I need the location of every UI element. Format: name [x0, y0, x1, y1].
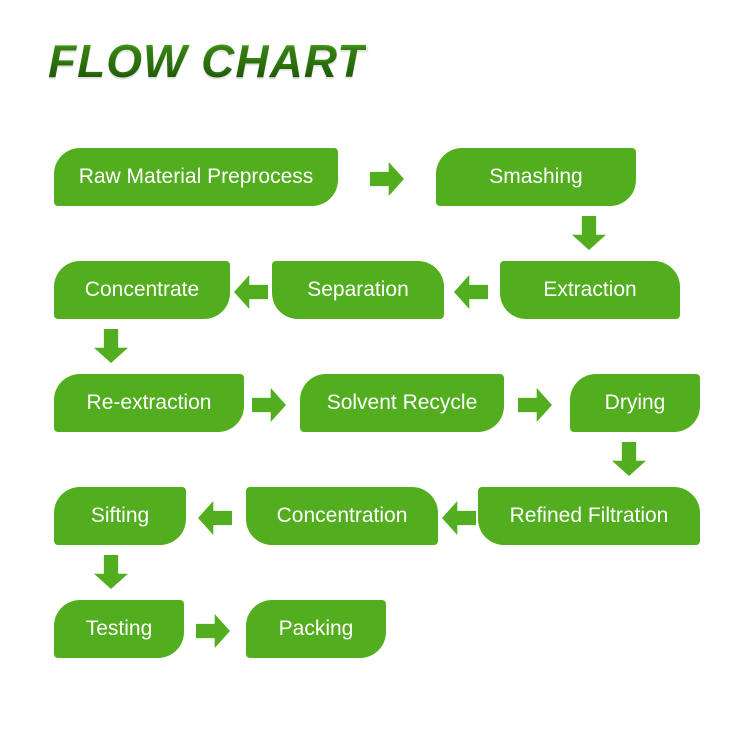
arrow-right — [252, 388, 286, 422]
node-label: Re-extraction — [87, 391, 212, 415]
node-sift: Sifting — [54, 487, 186, 545]
arrow-down — [612, 442, 646, 476]
node-label: Solvent Recycle — [327, 391, 478, 415]
arrow-right — [370, 162, 404, 196]
node-conc: Concentrate — [54, 261, 230, 319]
node-label: Refined Filtration — [510, 504, 669, 528]
node-label: Drying — [605, 391, 666, 415]
node-conc2: Concentration — [246, 487, 438, 545]
arrow-down — [94, 329, 128, 363]
node-solvent: Solvent Recycle — [300, 374, 504, 432]
node-label: Smashing — [489, 165, 582, 189]
node-label: Separation — [307, 278, 409, 302]
arrow-left — [198, 501, 232, 535]
node-raw: Raw Material Preprocess — [54, 148, 338, 206]
node-smash: Smashing — [436, 148, 636, 206]
node-sep: Separation — [272, 261, 444, 319]
node-label: Extraction — [543, 278, 636, 302]
node-test: Testing — [54, 600, 184, 658]
node-label: Packing — [279, 617, 354, 641]
node-reext: Re-extraction — [54, 374, 244, 432]
node-label: Raw Material Preprocess — [79, 165, 314, 189]
node-extract: Extraction — [500, 261, 680, 319]
arrow-left — [454, 275, 488, 309]
node-label: Sifting — [91, 504, 149, 528]
arrow-down — [572, 216, 606, 250]
node-label: Concentrate — [85, 278, 199, 302]
arrow-right — [196, 614, 230, 648]
arrow-left — [234, 275, 268, 309]
node-label: Testing — [86, 617, 153, 641]
node-label: Concentration — [277, 504, 408, 528]
node-refined: Refined Filtration — [478, 487, 700, 545]
arrow-left — [442, 501, 476, 535]
node-dry: Drying — [570, 374, 700, 432]
page-title: FLOW CHART — [48, 34, 366, 88]
arrow-down — [94, 555, 128, 589]
node-pack: Packing — [246, 600, 386, 658]
arrow-right — [518, 388, 552, 422]
